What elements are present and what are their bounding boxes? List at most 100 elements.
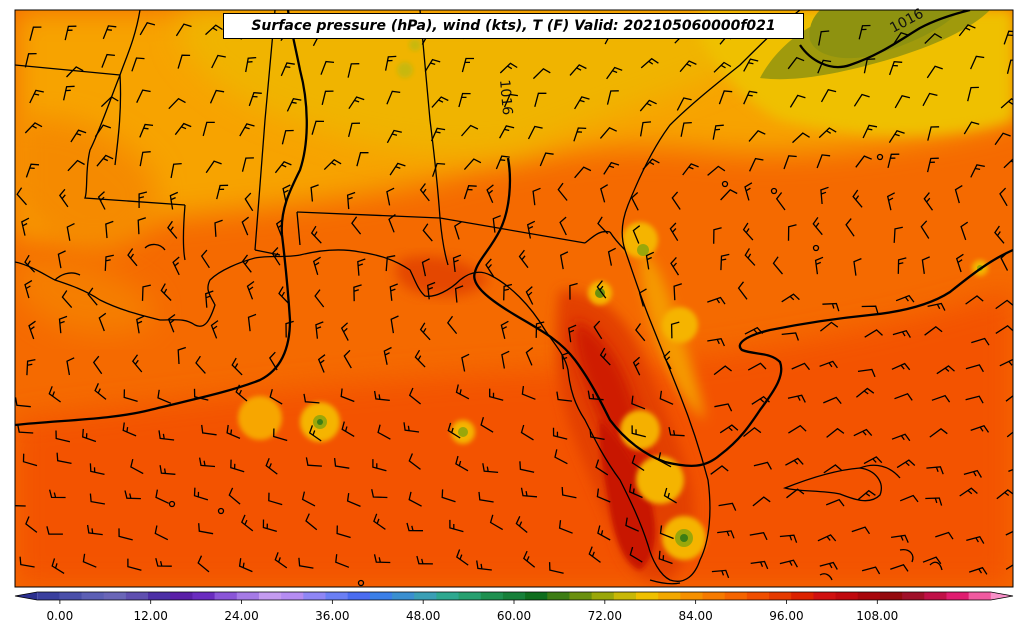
- wind-barb: [597, 216, 609, 235]
- wind-barb: [539, 152, 554, 167]
- wind-barb: [408, 491, 422, 507]
- wind-barb: [421, 258, 430, 277]
- wind-barb: [66, 66, 84, 78]
- wind-barb: [924, 325, 943, 336]
- wind-barb: [853, 258, 862, 276]
- colorbar-tick-label: 96.00: [769, 609, 803, 623]
- wind-barb: [603, 161, 620, 175]
- wind-barb: [632, 356, 641, 376]
- wind-barb: [818, 127, 837, 139]
- colorbar-swatch: [369, 592, 393, 600]
- wind-barb: [891, 433, 911, 442]
- wind-barb: [625, 517, 639, 532]
- wind-barb: [861, 305, 879, 314]
- wind-barb: [305, 457, 322, 467]
- wind-barb: [160, 283, 172, 301]
- wind-barb: [587, 390, 604, 401]
- wind-barb: [707, 337, 725, 347]
- wind-barb: [386, 90, 401, 105]
- wind-barb: [455, 455, 469, 472]
- colorbar-swatch: [192, 592, 216, 600]
- wind-barb: [999, 187, 1008, 207]
- wind-barb: [891, 362, 911, 371]
- colorbar-swatch: [148, 592, 171, 600]
- wind-barb: [894, 95, 911, 109]
- wind-barb: [501, 350, 510, 369]
- wind-barb: [431, 96, 449, 108]
- wind-barb: [323, 158, 342, 171]
- wind-barb: [853, 93, 870, 107]
- wind-barb: [963, 469, 982, 478]
- wind-barb: [963, 121, 980, 135]
- wind-barb: [489, 514, 504, 531]
- wind-barb: [26, 358, 36, 376]
- colorbar-swatch: [702, 592, 726, 600]
- wind-barb: [744, 182, 753, 201]
- wind-barb: [752, 496, 771, 507]
- wind-barb: [561, 486, 577, 499]
- wind-barb: [340, 322, 349, 341]
- wind-barb: [321, 90, 334, 106]
- wind-barb: [155, 489, 169, 504]
- wind-barb: [606, 90, 619, 105]
- calm-wind-circle: [357, 579, 365, 587]
- wind-barb: [857, 368, 876, 378]
- wind-barb: [968, 566, 988, 575]
- wind-barb: [347, 63, 360, 78]
- wind-barb: [635, 323, 646, 342]
- wind-barb: [29, 26, 42, 41]
- wind-barb: [346, 493, 361, 507]
- wind-barb: [157, 389, 172, 404]
- wind-barb: [56, 452, 72, 465]
- wind-barb: [347, 122, 361, 138]
- wind-barb: [573, 127, 587, 142]
- wind-barb: [886, 192, 896, 211]
- wind-barb: [282, 184, 291, 203]
- wind-barb: [819, 561, 838, 570]
- wind-barb: [588, 546, 601, 563]
- wind-barb: [64, 25, 77, 41]
- wind-barb: [713, 365, 732, 376]
- wind-barb: [995, 299, 1013, 310]
- wind-barb: [523, 550, 536, 568]
- wind-barb: [170, 162, 182, 179]
- wind-barb: [559, 251, 569, 270]
- colorbar-swatch: [125, 592, 149, 600]
- wind-barb: [593, 320, 603, 340]
- wind-barb: [855, 387, 875, 398]
- colorbar-swatch: [258, 592, 282, 600]
- wind-barb: [1000, 252, 1009, 271]
- wind-barb: [781, 332, 800, 341]
- wind-barb: [600, 184, 609, 203]
- wind-barb: [430, 127, 446, 142]
- wind-barb: [714, 403, 733, 412]
- wind-barb: [629, 546, 643, 563]
- wind-barb: [670, 256, 680, 276]
- wind-barb: [927, 126, 940, 141]
- wind-barb: [216, 184, 229, 200]
- wind-barb: [682, 163, 699, 176]
- wind-barb: [926, 466, 944, 475]
- wind-barb: [202, 121, 215, 137]
- wind-barb: [779, 534, 798, 543]
- wind-barb: [138, 191, 148, 208]
- wind-barb: [271, 247, 281, 266]
- colorbar-tick-label: 108.00: [856, 609, 898, 623]
- colorbar-swatch: [813, 592, 837, 600]
- wind-barb: [561, 351, 570, 370]
- colorbar-tick-label: 84.00: [678, 609, 712, 623]
- wind-barb: [406, 522, 424, 532]
- wind-barb: [713, 227, 722, 244]
- wind-barb: [118, 528, 133, 541]
- wind-barb: [893, 226, 903, 243]
- wind-barb: [70, 129, 87, 143]
- wind-barb: [274, 161, 292, 174]
- wind-barb: [569, 64, 587, 76]
- calm-wind-circle: [217, 507, 225, 515]
- wind-barb: [24, 280, 33, 299]
- wind-barb: [311, 120, 325, 135]
- wind-barb: [671, 191, 681, 210]
- wind-barb: [82, 428, 97, 443]
- wind-barb: [16, 187, 27, 206]
- wind-barb: [268, 492, 283, 506]
